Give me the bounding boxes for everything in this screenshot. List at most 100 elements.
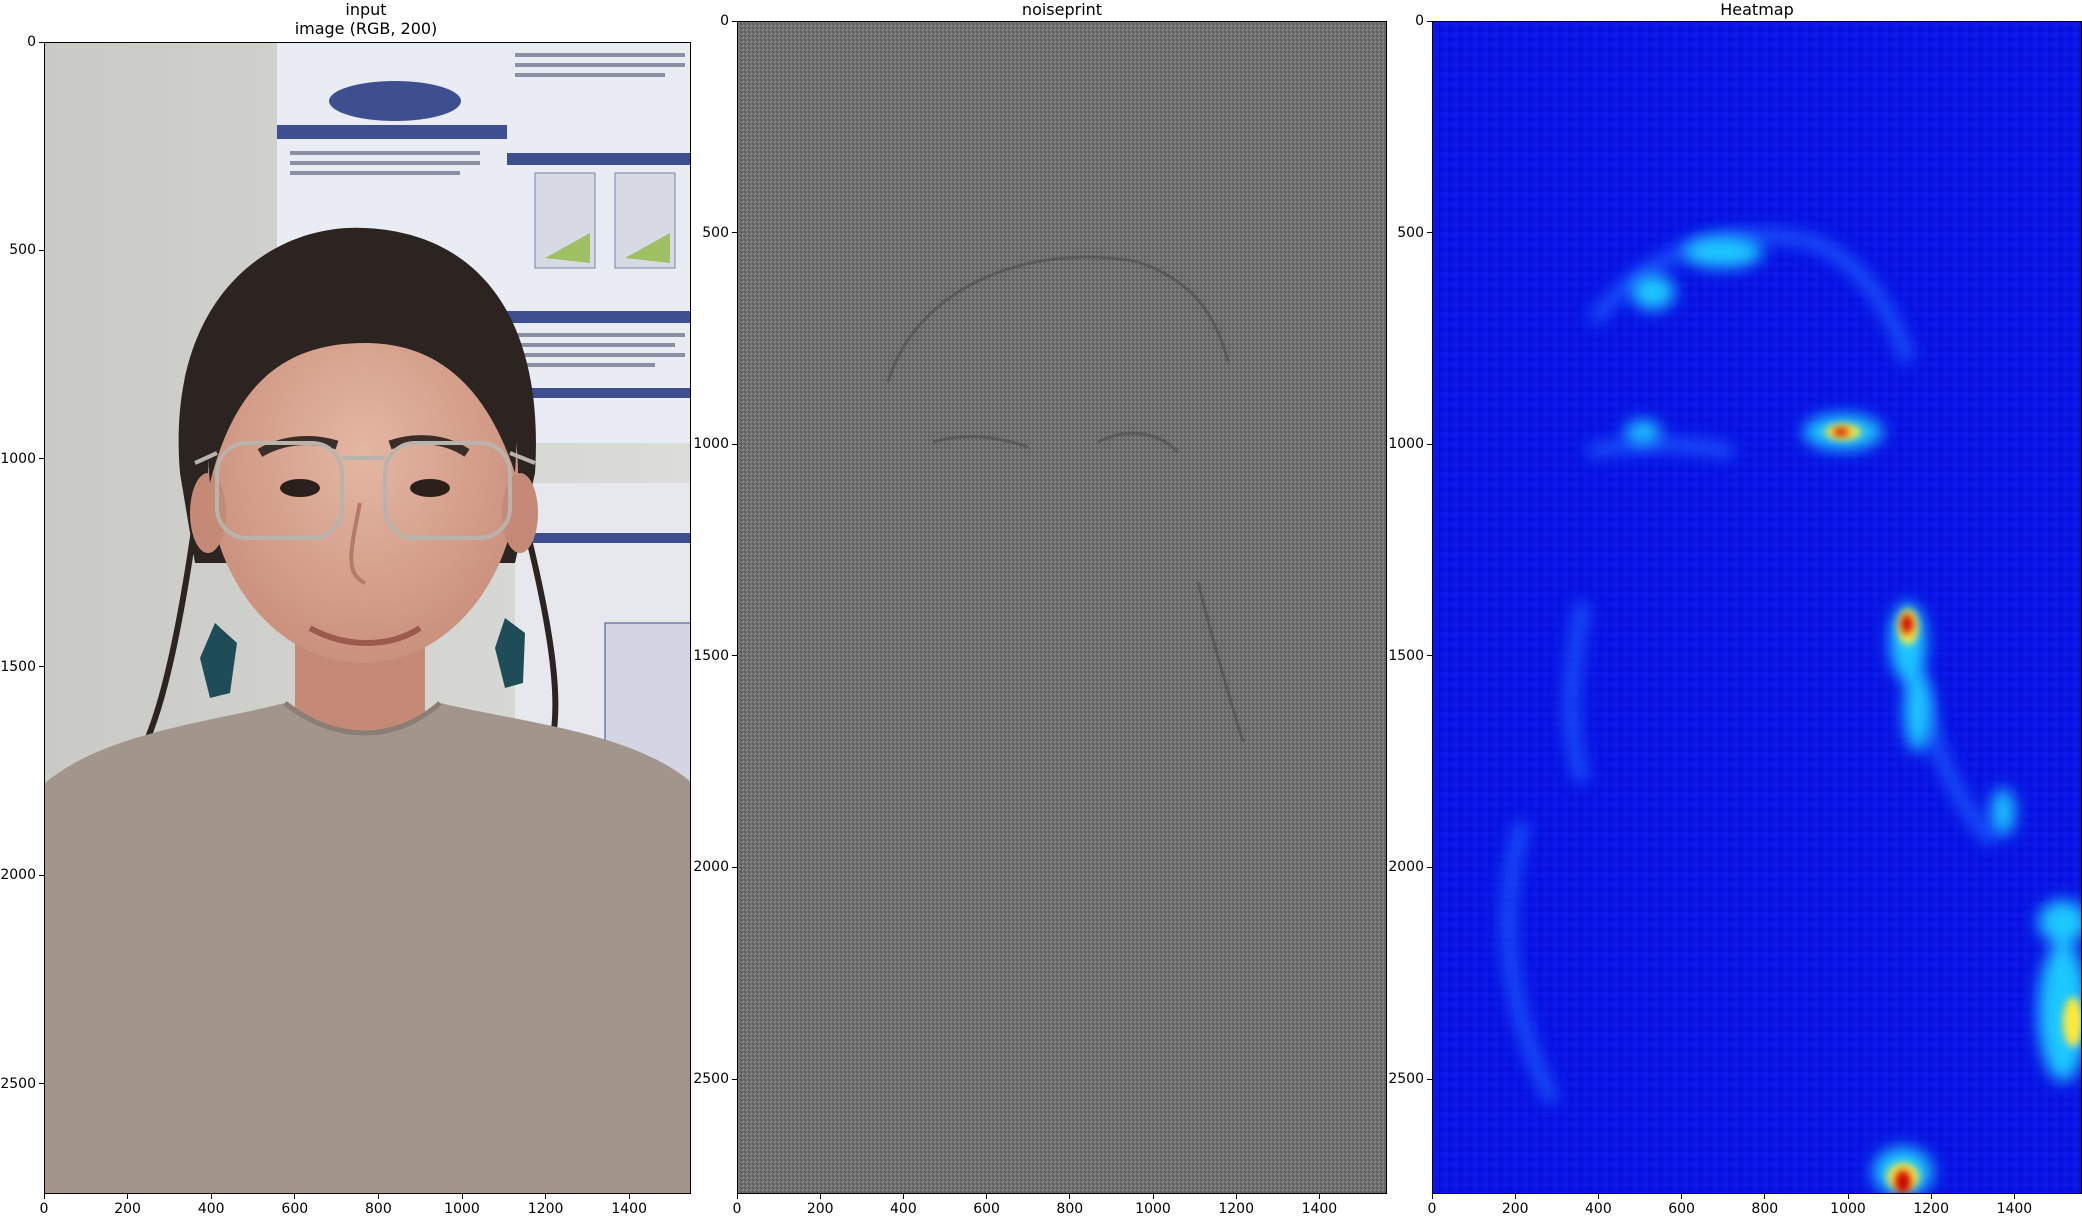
input-x-tick-label: 200 xyxy=(114,1201,141,1217)
input-y-tick xyxy=(39,41,44,43)
noiseprint-x-tick-label: 1000 xyxy=(1135,1201,1171,1217)
noiseprint-x-tick xyxy=(1069,1194,1071,1199)
noiseprint-y-tick-label: 2500 xyxy=(693,1071,729,1087)
heatmap-x-tick xyxy=(2013,1194,2015,1199)
input-x-tick xyxy=(294,1194,296,1199)
heatmap-x-tick xyxy=(1847,1194,1849,1199)
earring-left xyxy=(200,623,237,698)
input-x-tick xyxy=(461,1194,463,1199)
noiseprint-title: noiseprint xyxy=(1021,0,1103,19)
noiseprint-y-tick-label: 500 xyxy=(702,224,729,241)
heatmap-x-tick-label: 1000 xyxy=(1830,1201,1866,1217)
input-x-tick-label: 0 xyxy=(39,1201,49,1217)
noiseprint-x-tick xyxy=(819,1194,821,1199)
glasses xyxy=(194,441,536,540)
input-y-tick xyxy=(39,666,44,668)
heatmap-x-tick xyxy=(1514,1194,1516,1199)
noiseprint-y-tick xyxy=(732,655,737,657)
heatmap-x-tick-label: 1200 xyxy=(1913,1201,1949,1217)
noiseprint-x-tick xyxy=(736,1194,738,1199)
noiseprint-x-tick xyxy=(902,1194,904,1199)
heatmap-x-tick-label: 0 xyxy=(1427,1201,1437,1217)
noiseprint-y-tick xyxy=(732,232,737,234)
input-y-tick-label: 500 xyxy=(9,242,36,259)
noiseprint-y-tick-label: 2000 xyxy=(693,859,729,876)
heatmap-y-tick-label: 0 xyxy=(1415,13,1424,29)
input-x-tick xyxy=(127,1194,129,1199)
input-x-tick xyxy=(43,1194,45,1199)
heatmap-y-tick-label: 500 xyxy=(1397,224,1424,241)
heatmap-x-tick xyxy=(1681,1194,1683,1199)
input-title-line-1: input xyxy=(345,0,387,19)
heatmap-y-tick xyxy=(1427,655,1432,657)
noiseprint-x-tick-label: 800 xyxy=(1056,1201,1084,1217)
noiseprint-x-tick-label: 1400 xyxy=(1301,1201,1338,1217)
heatmap-x-tick xyxy=(1930,1194,1932,1199)
heatmap-x-tick-label: 600 xyxy=(1668,1201,1695,1217)
input-y-tick-label: 0 xyxy=(27,34,36,50)
input-x-tick-label: 600 xyxy=(281,1201,309,1217)
input-x-tick-label: 1000 xyxy=(444,1201,480,1217)
noiseprint-x-tick-label: 0 xyxy=(732,1201,742,1217)
face xyxy=(208,283,518,663)
heatmap-x-tick-label: 800 xyxy=(1751,1201,1779,1217)
noiseprint-image-frame xyxy=(737,21,1387,1194)
noise-face-contour xyxy=(886,255,1245,743)
heatmap-y-tick xyxy=(1427,232,1432,234)
heatmap-x-tick xyxy=(1597,1194,1599,1199)
input-y-tick-label: 2500 xyxy=(0,1075,36,1092)
earring-right xyxy=(495,618,525,688)
heatmap-y-tick xyxy=(1427,1078,1432,1080)
input-y-tick xyxy=(39,1083,44,1084)
input-x-tick-label: 400 xyxy=(197,1201,225,1217)
noiseprint-map xyxy=(738,22,1386,1193)
input-x-tick xyxy=(210,1194,212,1199)
noiseprint-x-tick-label: 200 xyxy=(806,1201,834,1217)
heatmap-title: Heatmap xyxy=(1720,0,1794,19)
noiseprint-y-tick xyxy=(732,866,737,868)
noiseprint-x-tick-label: 600 xyxy=(973,1201,1000,1217)
noiseprint-y-tick xyxy=(732,20,737,22)
heatmap-x-tick xyxy=(1431,1194,1433,1199)
input-x-tick-label: 1200 xyxy=(527,1201,564,1217)
heatmap-x-tick-label: 1400 xyxy=(1996,1201,2033,1217)
noiseprint-x-tick-label: 400 xyxy=(890,1201,917,1217)
noiseprint-y-tick-label: 1500 xyxy=(693,647,729,664)
noiseprint-y-tick xyxy=(732,443,737,445)
input-x-tick xyxy=(545,1194,547,1199)
input-x-tick xyxy=(377,1194,379,1199)
heatmap-y-tick-label: 2500 xyxy=(1388,1071,1424,1087)
input-y-tick-label: 1000 xyxy=(0,450,36,467)
input-x-tick xyxy=(628,1194,630,1199)
shirt xyxy=(45,703,690,1193)
noiseprint-y-tick xyxy=(732,1078,737,1080)
heatmap-y-tick-label: 2000 xyxy=(1388,859,1424,876)
input-photo xyxy=(45,43,690,1193)
noiseprint-x-tick-label: 1200 xyxy=(1218,1201,1254,1217)
input-y-tick xyxy=(39,458,44,460)
noiseprint-y-tick-label: 0 xyxy=(720,13,729,29)
heatmap-x-tick-label: 400 xyxy=(1585,1201,1612,1217)
input-y-tick xyxy=(39,874,44,876)
heatmap-image-frame xyxy=(1432,21,2082,1194)
input-x-tick-label: 1400 xyxy=(611,1201,647,1217)
noiseprint-x-tick xyxy=(1152,1194,1154,1199)
input-title-line-2: image (RGB, 200) xyxy=(294,19,438,38)
noiseprint-x-tick xyxy=(1318,1194,1320,1199)
heatmap-y-tick xyxy=(1427,20,1432,22)
input-y-tick xyxy=(39,249,44,251)
heatmap-y-tick-label: 1000 xyxy=(1388,436,1424,453)
input-y-tick-label: 2000 xyxy=(0,867,36,884)
noiseprint-y-tick-label: 1000 xyxy=(693,436,729,453)
input-image-frame xyxy=(44,42,691,1194)
heatmap-y-tick xyxy=(1427,866,1432,868)
heatmap-y-tick xyxy=(1427,443,1432,445)
heatmap-map xyxy=(1433,22,2081,1193)
input-y-tick-label: 1500 xyxy=(0,658,36,675)
heatmap-x-tick xyxy=(1764,1194,1766,1199)
noiseprint-x-tick xyxy=(986,1194,988,1199)
heatmap-x-tick-label: 200 xyxy=(1501,1201,1529,1217)
heatmap-y-tick-label: 1500 xyxy=(1388,647,1424,664)
input-x-tick-label: 800 xyxy=(365,1201,392,1217)
noiseprint-x-tick xyxy=(1235,1194,1237,1199)
